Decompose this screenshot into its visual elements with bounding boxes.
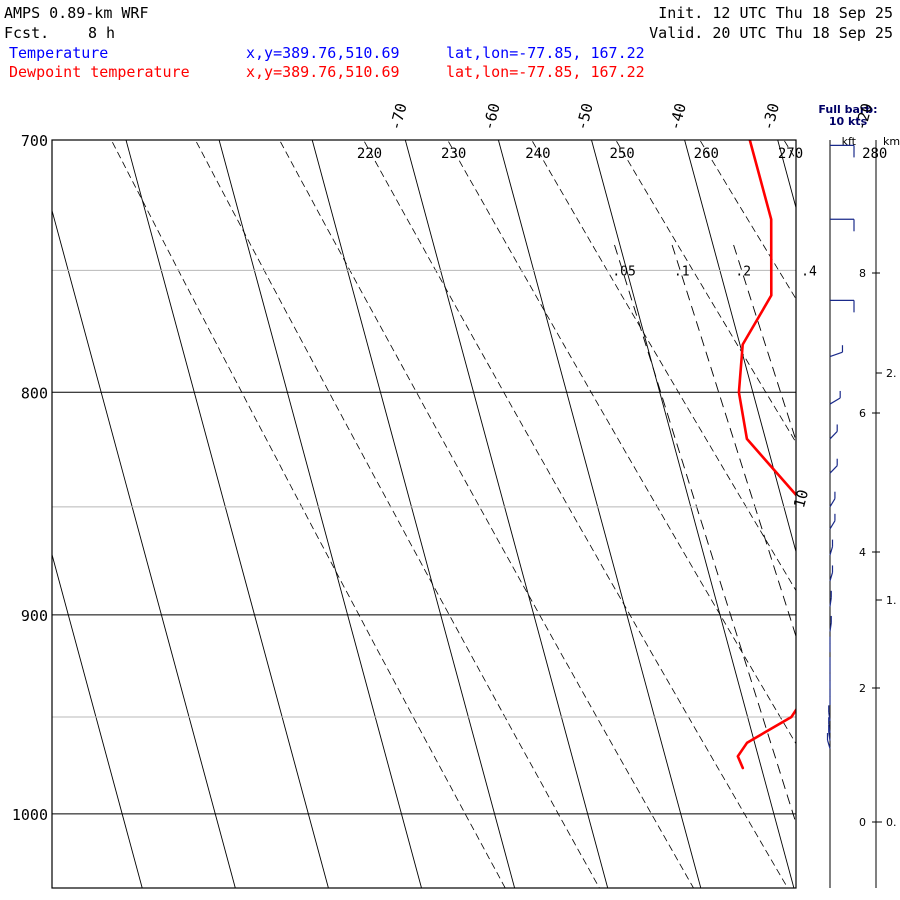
isotherm <box>311 140 516 888</box>
isotherm-label: -60 <box>479 101 503 132</box>
legend-dewpoint-latlon: lat,lon=-77.85, 167.22 <box>446 63 645 81</box>
isotherm <box>52 552 143 888</box>
kft-axis-label: kft <box>842 135 857 148</box>
wind-barb-staff <box>826 739 831 749</box>
fcst-value: 8 h <box>88 24 115 42</box>
theta-label: 240 <box>525 146 550 162</box>
height-axis: 8 6 4 2 0 2. 1. 0. <box>829 140 897 888</box>
wind-barbs <box>826 144 855 749</box>
wind-barb-staff <box>829 351 843 358</box>
mixing-ratio-label: .2 <box>735 264 751 279</box>
km-tick-label: 1. <box>886 594 897 607</box>
barb-legend: Full barb: 10 kts <box>818 103 877 128</box>
wind-barb-staff <box>829 597 832 607</box>
isotherm <box>404 140 609 888</box>
isotherm <box>0 140 49 888</box>
mixing-ratio-label: .05 <box>612 264 635 279</box>
isotherm <box>497 140 702 888</box>
km-axis-label: km <box>883 135 900 148</box>
theta-label: 250 <box>609 146 634 162</box>
wind-barb-staff <box>829 498 836 508</box>
isotherm <box>125 140 329 888</box>
legend: Temperature x,y=389.76,510.69 lat,lon=-7… <box>9 44 645 81</box>
pressure-tick-label: 700 <box>21 132 48 150</box>
kft-tick-label: 4 <box>859 546 866 559</box>
kft-tick-label: 8 <box>859 267 866 280</box>
barb-legend-line1: Full barb: <box>818 103 877 116</box>
profiles <box>736 140 900 772</box>
theta-label: 220 <box>357 146 382 162</box>
legend-temperature-latlon: lat,lon=-77.85, 167.22 <box>446 44 645 62</box>
theta-label: 280 <box>862 146 887 162</box>
wind-barb-staff <box>829 431 838 440</box>
mixing-ratio-line <box>893 245 900 900</box>
legend-dewpoint-coords: x,y=389.76,510.69 <box>246 63 400 81</box>
init-time: Init. 12 UTC Thu 18 Sep 25 <box>658 4 893 22</box>
plot-frame <box>51 139 797 889</box>
wind-barb-staff <box>829 546 834 556</box>
dewpoint-profile <box>736 140 796 770</box>
isotherm-label: -50 <box>572 101 596 132</box>
mixing-ratio-line <box>733 244 796 442</box>
isotherm-label: -70 <box>386 101 410 132</box>
legend-dewpoint: Dewpoint temperature <box>9 63 190 81</box>
pressure-tick-label: 900 <box>21 607 48 625</box>
mixing-ratio-line <box>671 244 796 638</box>
isotherm-label: 10 <box>790 488 812 510</box>
pressure-tick-label: 800 <box>21 384 48 402</box>
isotherm <box>871 140 900 888</box>
isotherm <box>684 140 796 554</box>
mixing-ratio-line <box>614 244 796 825</box>
isotherm <box>52 208 236 888</box>
kft-tick-label: 6 <box>859 407 866 420</box>
km-tick-label: 0. <box>886 816 897 829</box>
header: AMPS 0.89-km WRF Fcst. 8 h Init. 12 UTC … <box>4 4 893 42</box>
valid-time: Valid. 20 UTC Thu 18 Sep 25 <box>649 24 893 42</box>
kft-tick-label: 2 <box>859 682 866 695</box>
wind-barb-staff <box>829 520 836 530</box>
pressure-tick-label: 1000 <box>12 806 48 824</box>
isotherm <box>218 140 422 888</box>
km-tick-label: 2. <box>886 367 897 380</box>
theta-label: 230 <box>441 146 466 162</box>
wind-barb-staff <box>829 397 841 405</box>
mixing-ratio-line <box>799 245 900 900</box>
model-title: AMPS 0.89-km WRF <box>4 4 149 22</box>
temperature-profile <box>856 140 900 772</box>
legend-temperature: Temperature <box>9 44 108 62</box>
theta-label: 260 <box>694 146 719 162</box>
dry-adiabat <box>851 113 900 900</box>
legend-temperature-coords: x,y=389.76,510.69 <box>246 44 400 62</box>
kft-tick-label: 0 <box>859 816 866 829</box>
isotherm <box>591 140 795 888</box>
isotherm-label: -30 <box>759 101 783 132</box>
wind-barb-staff <box>829 465 838 474</box>
mixing-ratio-label: .1 <box>674 264 690 279</box>
mixing-ratio-label: .4 <box>801 264 817 279</box>
barb-legend-line2: 10 kts <box>829 115 868 128</box>
isotherm-label: -40 <box>666 101 690 132</box>
wind-barb-staff <box>828 732 831 741</box>
theta-label: 270 <box>778 146 803 162</box>
wind-barb-staff <box>829 622 832 632</box>
wind-barb-staff <box>828 712 831 722</box>
fcst-label: Fcst. <box>4 24 49 42</box>
wind-barb-staff <box>829 572 834 582</box>
